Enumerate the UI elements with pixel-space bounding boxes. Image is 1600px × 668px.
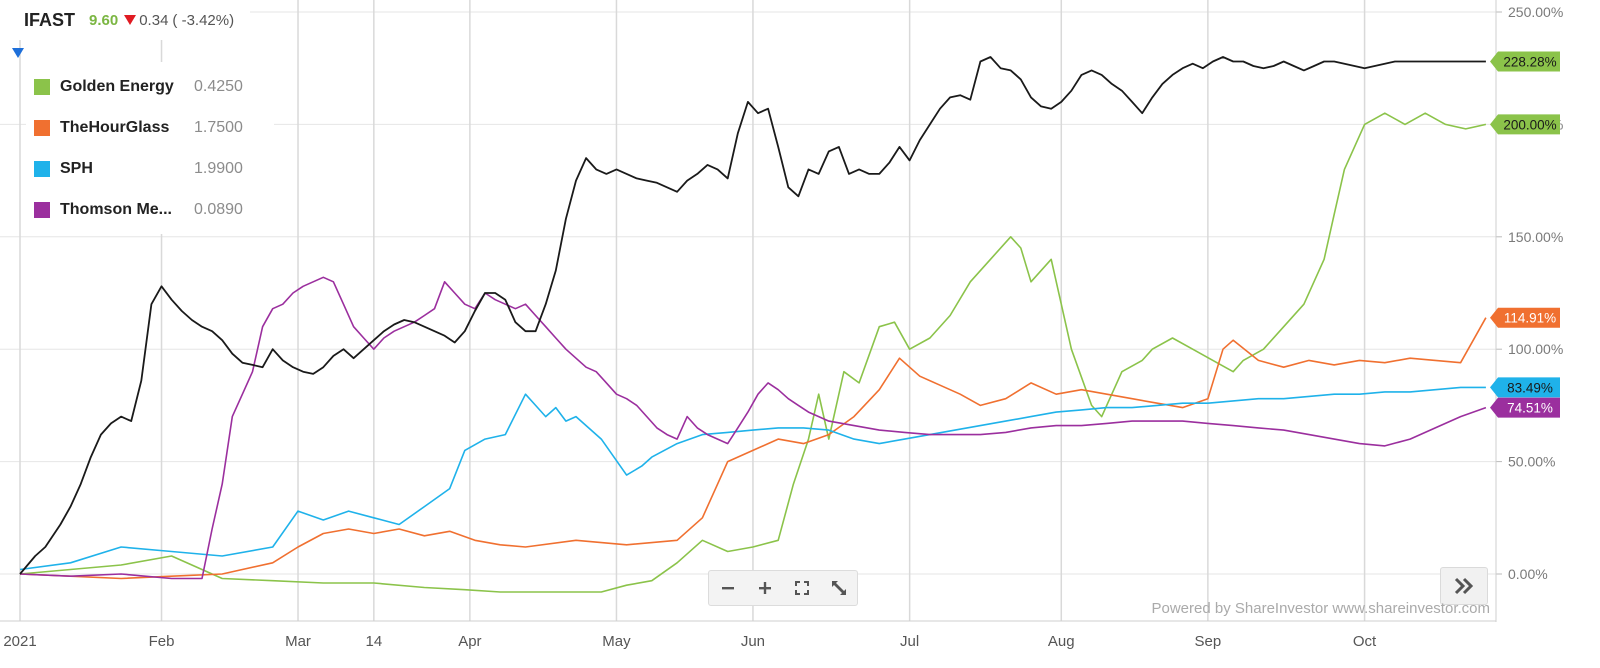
end-label-tag [1490,114,1560,135]
zoom-in-button[interactable] [746,571,783,605]
end-label-text: 83.49% [1507,380,1553,395]
end-label-text: 114.91% [1504,311,1556,326]
end-label-text: 74.51% [1507,401,1553,416]
series-line [19,317,1487,580]
ticker-change-pct: ( -3.42%) [172,11,235,29]
end-label-tag [1490,397,1560,418]
x-tick-label: May [602,633,631,650]
legend-name: TheHourGlass [60,118,170,136]
x-tick-label: Sep [1195,633,1222,650]
plus-icon [758,582,771,594]
y-tick-label: 50.00% [1508,454,1555,470]
resize-button[interactable] [820,571,857,605]
x-axis: 2021 Feb Mar 14 Apr May Jun Jul Aug Sep Oct [0,620,1496,650]
series-line [19,112,1487,593]
legend-value: 1.7500 [194,118,243,136]
ticker-change: 0.34 [139,11,169,29]
series-line [19,56,1486,575]
x-tick-label: Aug [1048,633,1075,650]
x-tick-label: Apr [458,633,481,650]
fit-screen-icon [794,581,809,595]
end-value-labels: 228.28% 200.00% 114.91% 83.49% 74.51% [1490,51,1560,418]
legend-value: 0.0890 [194,200,243,218]
legend-item[interactable]: SPH 1.9900 [26,148,274,189]
x-tick-label: Mar [285,633,311,650]
legend-item[interactable]: TheHourGlass 1.7500 [26,107,274,148]
x-tick-label: Jul [900,633,919,650]
legend-swatch [34,201,50,218]
legend-item[interactable]: Thomson Me... 0.0890 [26,189,274,230]
legend-name: SPH [60,159,93,177]
double-chevron-right-icon [1454,577,1474,595]
expand-button[interactable] [1440,567,1488,605]
legend-name: Thomson Me... [60,200,172,218]
legend-name: Golden Energy [60,77,174,95]
resize-diagonal-icon [831,581,846,595]
legend: Golden Energy 0.4250 TheHourGlass 1.7500… [26,62,274,234]
zoom-controls [708,570,858,606]
y-tick-label: 250.00% [1508,4,1563,20]
y-tick-label: 150.00% [1508,229,1563,245]
caret-down-icon[interactable] [12,48,24,58]
end-label-tag [1490,307,1560,328]
legend-item[interactable]: Golden Energy 0.4250 [26,66,274,107]
x-tick-label: Oct [1353,633,1377,650]
ticker-price: 9.60 [89,11,119,29]
x-tick-label: 2021 [3,633,36,650]
minus-icon [721,587,734,590]
x-tick-label: Jun [741,633,765,650]
down-arrow-icon [124,15,137,25]
ticker-symbol[interactable]: IFAST [24,9,76,30]
end-label-tag [1490,51,1560,72]
y-tick-label: 0.00% [1508,566,1548,582]
series-line [19,386,1486,571]
legend-swatch [34,78,50,95]
end-label-text: 228.28% [1503,54,1556,69]
end-label-text: 200.00% [1503,117,1556,132]
y-tick-label: 100.00% [1508,341,1563,357]
series-line [19,276,1487,580]
x-tick-label: Feb [149,633,175,650]
legend-value: 0.4250 [194,77,243,95]
powered-by-credit[interactable]: Powered by ShareInvestor www.shareinvest… [1151,600,1491,617]
legend-swatch [34,119,50,136]
ticker-header: IFAST 9.60 0.34 ( -3.42%) [0,0,251,40]
legend-swatch [34,160,50,177]
zoom-out-button[interactable] [709,571,746,605]
x-tick-label: 14 [365,633,382,650]
fit-screen-button[interactable] [783,571,820,605]
legend-value: 1.9900 [194,159,243,177]
end-label-tag [1490,377,1560,398]
series-lines [19,56,1487,593]
